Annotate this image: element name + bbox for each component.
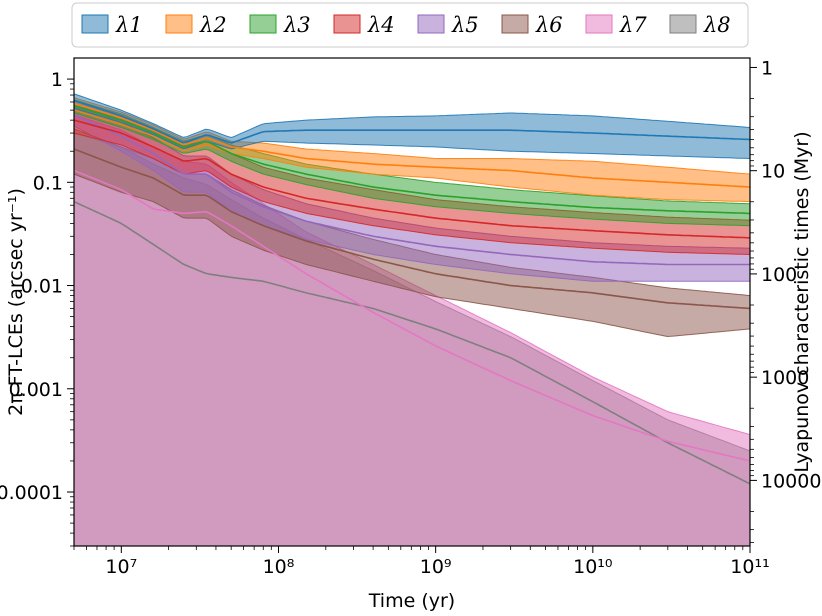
- legend-swatch-2: [165, 14, 193, 34]
- error-bands: [74, 93, 750, 546]
- median-line-5: [74, 114, 750, 266]
- legend-label-5: λ5: [451, 13, 479, 37]
- legend-frame: [71, 2, 749, 48]
- legend-swatch-5: [417, 14, 445, 34]
- right-tick-label: 1: [761, 57, 773, 79]
- legend-swatch-6: [501, 14, 529, 34]
- x-tick-label: 10⁸: [263, 556, 295, 578]
- legend-label-7: λ7: [619, 13, 647, 37]
- band-1: [74, 93, 750, 160]
- band-2: [74, 97, 750, 203]
- median-line-6: [74, 148, 750, 310]
- y-tick-label: 0.1: [33, 172, 63, 194]
- legend-label-2: λ2: [199, 13, 227, 37]
- x-tick-label: 10⁷: [105, 556, 137, 578]
- right-tick-label: 10: [761, 161, 785, 183]
- y-tick-label: 0.001: [9, 379, 63, 401]
- y-tick-label: 0.01: [21, 276, 63, 298]
- y-axis-ticks: 1 0.1 0.01 0.001 0.0001: [0, 69, 74, 547]
- x-tick-label: 10¹⁰: [573, 556, 612, 578]
- y-axis-label: 2π FT-LCEs (arcsec yr⁻¹): [5, 188, 27, 416]
- median-line-1: [74, 99, 750, 144]
- y-tick-label: 0.0001: [0, 482, 63, 504]
- legend-swatch-1: [81, 14, 109, 34]
- x-tick-label: 10¹¹: [730, 556, 769, 578]
- x-tick-label: 10⁹: [420, 556, 452, 578]
- right-tick-label: 10000: [761, 470, 821, 492]
- median-line-2: [74, 102, 750, 188]
- x-axis-label: Time (yr): [368, 590, 455, 612]
- legend-swatch-4: [333, 14, 361, 34]
- legend-swatch-3: [249, 14, 277, 34]
- median-line-8: [74, 200, 750, 485]
- legend: λ1 λ2 λ3 λ4 λ5 λ6 λ7 λ8: [71, 2, 749, 48]
- legend-label-3: λ3: [283, 13, 311, 37]
- right-axis-label: Lyapunov characteristic times (Myr): [791, 131, 813, 472]
- legend-swatch-8: [669, 14, 697, 34]
- median-line-7: [74, 169, 750, 462]
- y-tick-label: 1: [51, 69, 63, 91]
- right-tick-label: 100: [761, 264, 797, 286]
- legend-label-4: λ4: [367, 13, 395, 37]
- median-line-3: [74, 105, 750, 215]
- legend-label-1: λ1: [115, 13, 143, 37]
- legend-label-6: λ6: [535, 13, 563, 37]
- right-axis-ticks: 1 10 100 1000 10000: [750, 57, 821, 543]
- legend-swatch-7: [585, 14, 613, 34]
- x-axis-ticks: 10⁷ 10⁸ 10⁹ 10¹⁰ 10¹¹: [73, 546, 770, 578]
- median-lines: [74, 99, 750, 485]
- legend-label-8: λ8: [703, 13, 731, 37]
- right-tick-label: 1000: [761, 367, 809, 389]
- median-line-4: [74, 119, 750, 239]
- plot-frame: [73, 57, 751, 547]
